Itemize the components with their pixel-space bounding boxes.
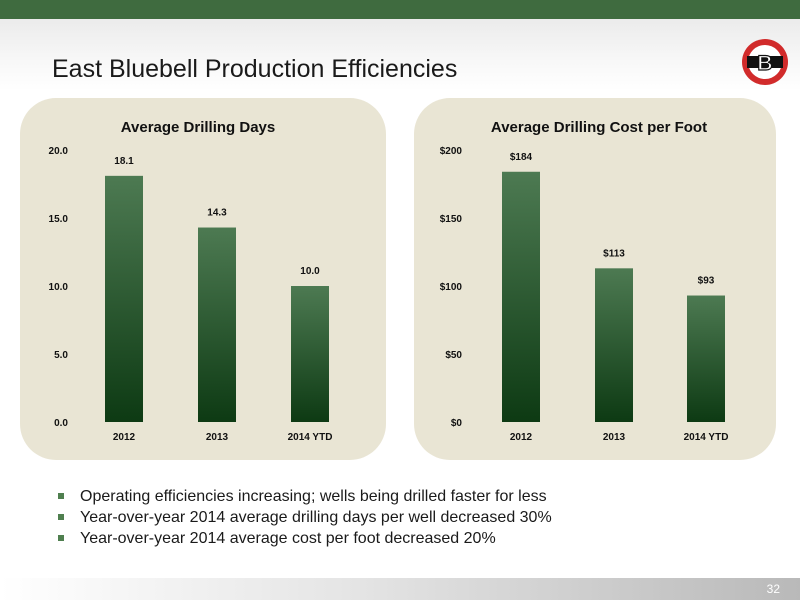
square-bullet-icon: [58, 535, 64, 541]
bullet-item: Year-over-year 2014 average drilling day…: [58, 507, 552, 528]
bar: [687, 295, 725, 422]
x-tick-label: 2012: [113, 432, 136, 443]
bar: [291, 286, 329, 422]
x-tick-label: 2012: [510, 432, 533, 443]
bullet-item: Year-over-year 2014 average cost per foo…: [58, 528, 552, 549]
bar: [595, 268, 633, 422]
y-tick-label: $50: [445, 350, 462, 361]
y-tick-label: 0.0: [54, 418, 68, 429]
logo-letter: B: [757, 52, 772, 75]
data-label: $113: [603, 248, 625, 259]
bullet-list: Operating efficiencies increasing; wells…: [58, 486, 552, 549]
data-label: $93: [698, 276, 715, 287]
logo-band: [747, 56, 783, 68]
drilling-cost-chart-panel: Average Drilling Cost per Foot $0 $50 $100 $…: [414, 98, 776, 460]
y-tick-label: 5.0: [54, 350, 68, 361]
chart-title: Average Drilling Days: [121, 119, 276, 136]
top-accent-bar: [0, 0, 800, 19]
x-tick-label: 2013: [603, 432, 626, 443]
y-tick-label: $200: [440, 146, 463, 157]
chart-title: Average Drilling Cost per Foot: [491, 119, 707, 136]
x-tick-label: 2013: [206, 432, 229, 443]
y-tick-label: 15.0: [49, 214, 69, 225]
slide-title: East Bluebell Production Efficiencies: [52, 55, 458, 83]
y-tick-label: 20.0: [49, 146, 69, 157]
square-bullet-icon: [58, 493, 64, 499]
page-number: 32: [766, 582, 780, 596]
bullet-text: Operating efficiencies increasing; wells…: [80, 488, 547, 505]
y-tick-label: 10.0: [49, 282, 69, 293]
x-tick-label: 2014 YTD: [288, 432, 333, 443]
drilling-days-chart-panel: Average Drilling Days 0.0 5.0 10.0 15.0 20.0 1…: [20, 98, 386, 460]
title-band: [0, 19, 800, 91]
bar: [105, 175, 143, 422]
data-label: 10.0: [300, 266, 320, 277]
data-label: $184: [510, 152, 533, 163]
company-logo-icon: B: [742, 39, 788, 85]
drilling-days-bar-chart: Average Drilling Days 0.0 5.0 10.0 15.0 20.0 1…: [49, 119, 333, 443]
y-tick-label: $100: [440, 282, 463, 293]
y-tick-label: $150: [440, 214, 463, 225]
square-bullet-icon: [58, 514, 64, 520]
y-tick-label: $0: [451, 418, 463, 429]
bullet-item: Operating efficiencies increasing; wells…: [58, 486, 552, 507]
drilling-cost-bar-chart: Average Drilling Cost per Foot $0 $50 $100 $…: [440, 119, 729, 443]
bar: [502, 171, 540, 422]
bar: [198, 227, 236, 422]
data-label: 18.1: [114, 156, 134, 167]
bullet-text: Year-over-year 2014 average cost per foo…: [80, 530, 496, 547]
footer-band: 32: [0, 578, 800, 600]
bullet-text: Year-over-year 2014 average drilling day…: [80, 509, 552, 526]
x-tick-label: 2014 YTD: [684, 432, 729, 443]
data-label: 14.3: [207, 208, 227, 219]
